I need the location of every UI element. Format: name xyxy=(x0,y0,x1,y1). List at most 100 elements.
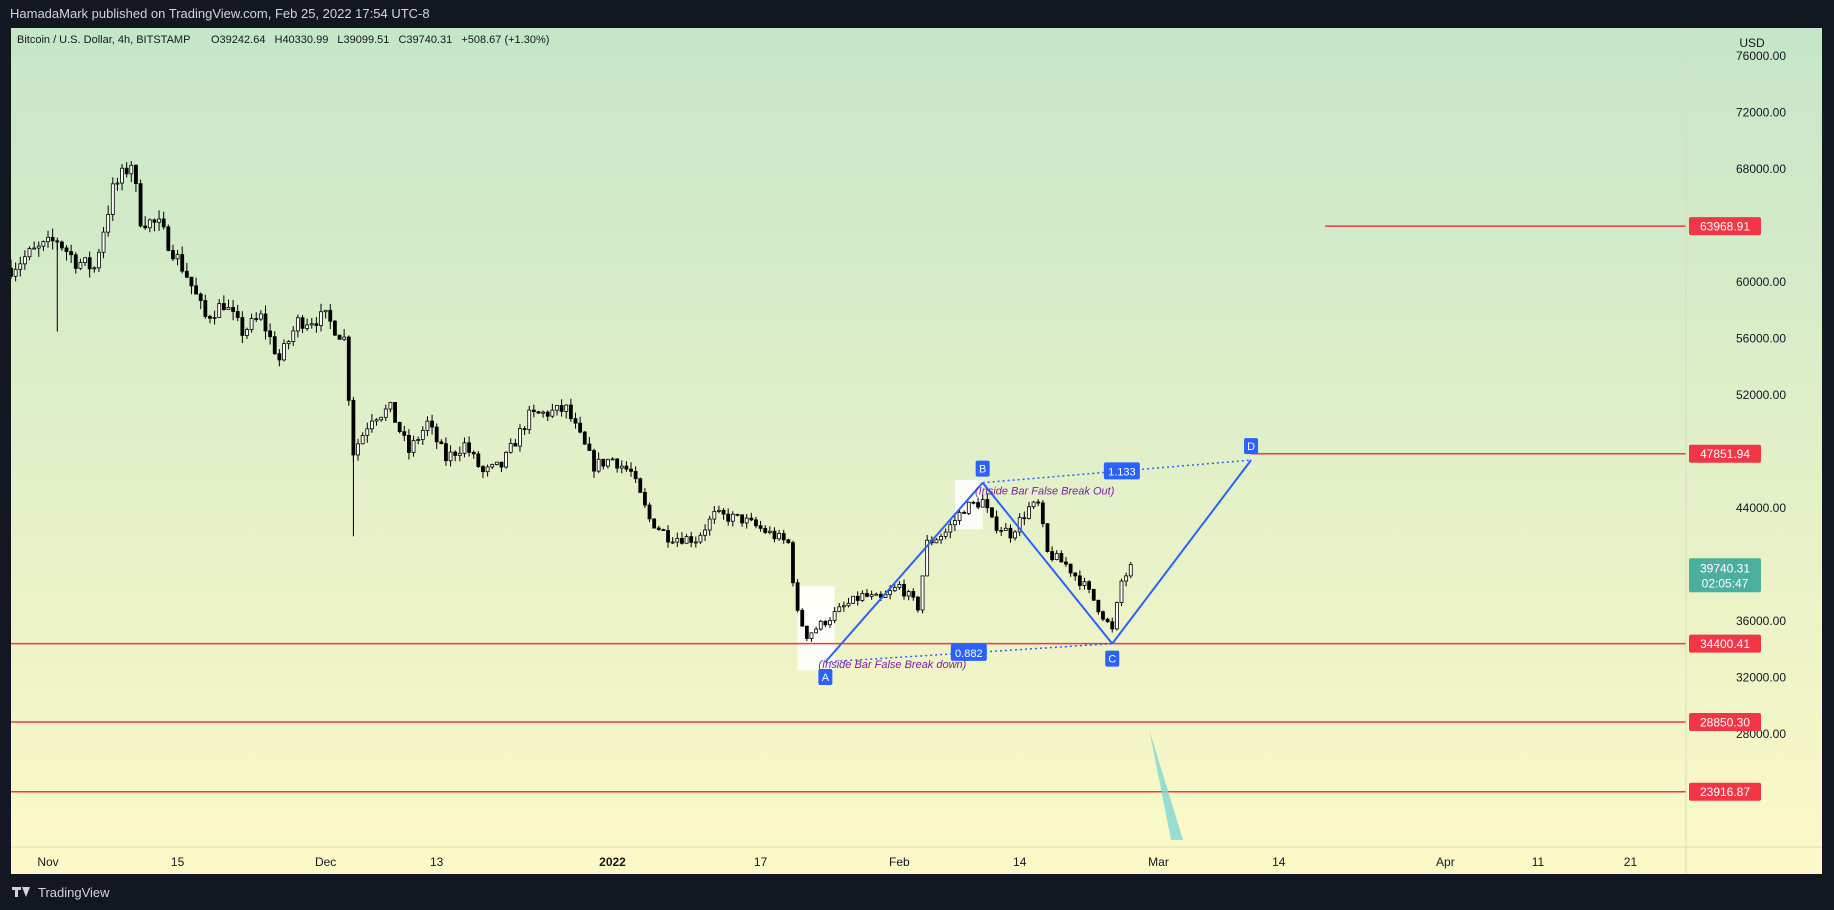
candle-body xyxy=(166,226,171,251)
candle-body xyxy=(892,587,897,592)
candle xyxy=(212,310,217,325)
candle xyxy=(402,425,407,442)
candle-body xyxy=(217,303,222,318)
candle xyxy=(494,461,499,466)
candle xyxy=(892,584,897,592)
candle xyxy=(444,437,448,466)
candle xyxy=(22,250,27,270)
x-tick-label: Mar xyxy=(1148,855,1169,869)
candle xyxy=(221,295,226,311)
candle-body xyxy=(11,267,13,277)
candle xyxy=(615,458,620,473)
level-tag-label-5: 23916.87 xyxy=(1700,785,1750,799)
level-tag-3 xyxy=(1689,634,1761,653)
candle-body xyxy=(41,241,46,247)
candle xyxy=(1031,500,1036,510)
candle xyxy=(439,439,444,445)
candle xyxy=(721,508,726,520)
candle-body xyxy=(920,575,925,611)
candle-body xyxy=(457,452,462,456)
candle xyxy=(633,466,638,483)
candle xyxy=(911,588,916,601)
chart-area[interactable]: A B C D 0.882 1.133 (Inside Bar False Break do… xyxy=(11,28,1822,874)
candle xyxy=(166,224,171,252)
candle-body xyxy=(208,316,212,319)
candle-body xyxy=(268,330,273,338)
candle xyxy=(689,531,694,548)
candle-body xyxy=(305,324,310,329)
candle-body xyxy=(582,431,587,445)
candle xyxy=(240,311,245,344)
candle-body xyxy=(157,218,161,223)
candle xyxy=(462,437,467,458)
candle-body xyxy=(906,591,911,597)
candle xyxy=(804,625,809,642)
candle-body xyxy=(337,334,342,340)
candle xyxy=(332,320,337,336)
candle-body xyxy=(444,443,448,462)
chart-svg[interactable]: A B C D 0.882 1.133 (Inside Bar False Break do… xyxy=(11,28,1822,874)
candle-body xyxy=(744,517,749,524)
candle-body xyxy=(948,524,953,533)
y-tick-label: 68000.00 xyxy=(1736,162,1786,176)
candle-body xyxy=(314,323,319,326)
candle xyxy=(568,398,573,422)
candle xyxy=(730,511,735,527)
breakout-note: (Inside Bar False Break Out) xyxy=(975,486,1115,498)
x-tick-label: 17 xyxy=(754,855,768,869)
candle-body xyxy=(800,609,805,627)
candle-body xyxy=(180,254,185,272)
projection-wedge xyxy=(1149,729,1184,840)
tradingview-logo[interactable]: TradingView xyxy=(12,885,110,900)
candle xyxy=(258,310,263,321)
candle-body xyxy=(499,461,504,468)
candle-body xyxy=(934,539,939,544)
candle xyxy=(953,515,957,532)
x-tick-label: 13 xyxy=(430,855,444,869)
candle xyxy=(531,404,536,418)
candle-body xyxy=(1017,517,1022,533)
candle-body xyxy=(300,317,305,329)
candle-body xyxy=(147,219,152,229)
candle xyxy=(50,228,55,250)
abcd-pattern[interactable]: A B C D 0.882 1.133 (Inside Bar False Break do… xyxy=(818,438,1259,686)
candle-body xyxy=(698,534,703,543)
candle xyxy=(643,488,647,508)
candle xyxy=(356,438,360,461)
candle-body xyxy=(767,530,772,533)
candle-body xyxy=(508,443,513,453)
level-tag-label-4: 28850.30 xyxy=(1700,716,1750,730)
candle-body xyxy=(27,248,32,258)
candle-body xyxy=(1087,581,1092,590)
candle xyxy=(92,266,97,273)
candle xyxy=(1110,617,1115,633)
candle xyxy=(328,304,333,330)
candle-body xyxy=(804,625,809,639)
candle-body xyxy=(712,510,717,520)
point-A-badge xyxy=(818,669,833,686)
candle-body xyxy=(402,431,407,436)
candle xyxy=(319,303,323,332)
candle-body xyxy=(749,517,754,521)
candle xyxy=(851,595,856,604)
candles xyxy=(11,161,1133,642)
candle xyxy=(1003,523,1008,531)
candle xyxy=(800,608,805,627)
candle xyxy=(619,460,624,474)
candle xyxy=(434,423,439,449)
candle xyxy=(754,516,758,529)
candle xyxy=(1027,501,1031,520)
candle xyxy=(291,326,296,346)
level-tag-4 xyxy=(1689,713,1761,732)
candle xyxy=(217,299,222,318)
horizontal-levels[interactable] xyxy=(11,225,1686,793)
candle-body xyxy=(990,507,994,518)
y-tick-label: 56000.00 xyxy=(1736,332,1786,346)
candle xyxy=(457,446,462,462)
candle-body xyxy=(823,620,828,626)
candle xyxy=(249,313,254,333)
candle xyxy=(670,537,675,545)
candle-body xyxy=(277,353,282,361)
candle-body xyxy=(638,478,643,493)
candle xyxy=(550,403,555,419)
